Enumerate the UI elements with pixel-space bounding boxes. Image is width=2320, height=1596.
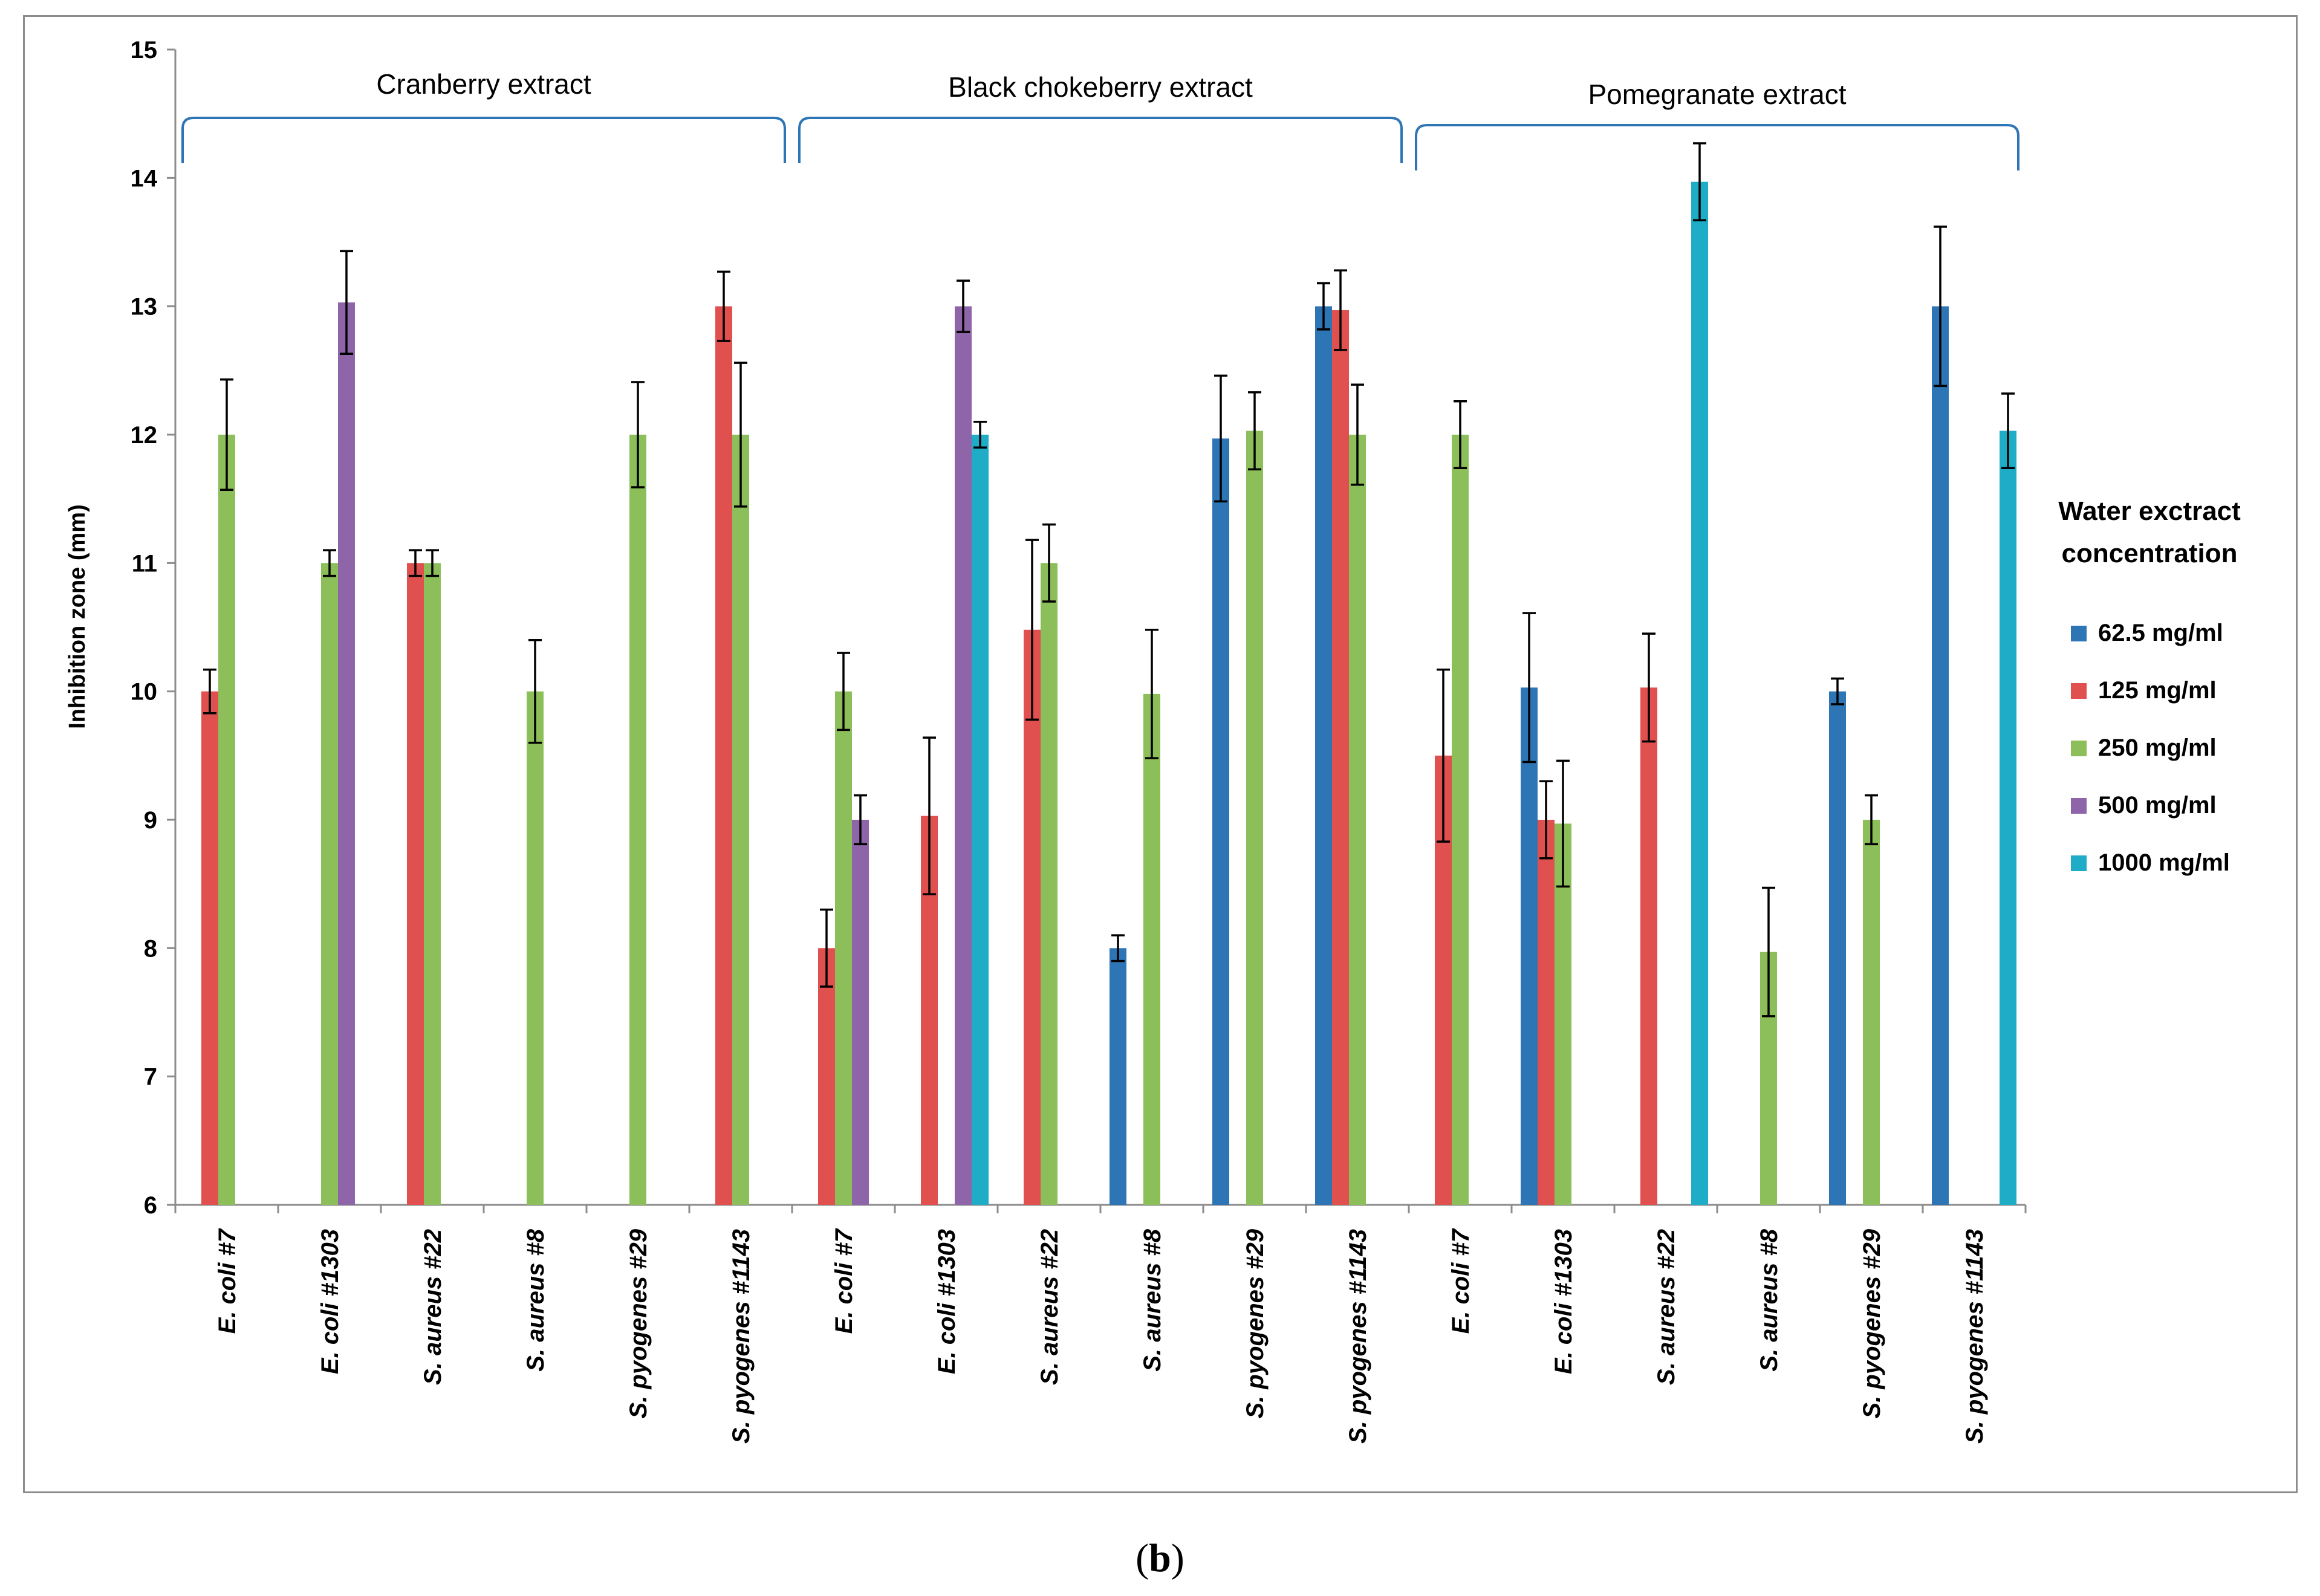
x-tick-label: E. coli #7 [1448,1228,1474,1334]
bar [2000,430,2016,1205]
group-label: Pomegranate extract [1588,79,1846,110]
error-bars [203,142,2015,1017]
bar [629,435,646,1205]
y-tick-label: 6 [144,1192,157,1219]
x-tick-label: S. pyogenes #1143 [1961,1229,1988,1444]
bar [218,435,235,1205]
bar [852,820,869,1205]
axes: 6 7 8 9 10 11 12 13 14 15 E. coli #7 E. coli #1303 S… [131,37,2027,1444]
bar [1212,438,1229,1205]
legend: Water exctract concentration 62.5 mg/ml 125… [2058,496,2241,876]
y-tick-label: 14 [131,165,158,192]
bar [818,948,835,1205]
bar [955,306,972,1205]
bar [1829,691,1846,1205]
y-tick-label: 9 [144,807,157,834]
bar [1932,306,1949,1205]
bar [1640,687,1657,1205]
x-tick-label: S. aureus #8 [522,1228,549,1371]
group-bracket [798,117,1403,163]
legend-swatch [2071,683,2087,699]
bar [715,306,732,1205]
bar [835,691,852,1205]
y-tick-label: 8 [144,935,157,962]
group-label: Cranberry extract [376,68,591,100]
legend-swatch [2071,798,2087,814]
bar [201,691,218,1205]
x-tick-label: S. pyogenes #29 [1859,1228,1885,1418]
extract-groups: Cranberry extract Black chokeberry extrac… [181,68,2019,170]
bar [732,435,749,1205]
x-tick-label: S. pyogenes #29 [625,1228,652,1418]
y-tick-label: 15 [131,37,158,63]
legend-entry: 125 mg/ml [2098,677,2217,704]
x-tick-label: E. coli #1303 [934,1229,960,1374]
legend-entry: 1000 mg/ml [2098,849,2230,876]
legend-entry: 250 mg/ml [2098,735,2217,761]
x-tick-label: S. aureus #8 [1756,1228,1782,1371]
bar [1041,563,1058,1205]
bar [321,563,338,1205]
bar [972,435,989,1205]
legend-title: Water exctract [2058,496,2241,526]
bar [1246,430,1263,1205]
group-label: Black chokeberry extract [948,71,1253,103]
caption-open: ( [1136,1536,1149,1580]
x-tick-label: S. aureus #22 [1036,1229,1063,1385]
bar [1521,687,1538,1205]
bar [1538,820,1555,1205]
bar [1332,310,1349,1205]
y-axis-label: Inhibition zone (mm) [65,504,90,729]
legend-entry: 62.5 mg/ml [2098,620,2223,646]
x-tick-label: S. aureus #22 [420,1229,446,1385]
group-bracket [1415,124,2019,170]
bar [1024,629,1041,1205]
x-tick-label: S. pyogenes #1143 [1345,1229,1371,1444]
bar [1143,693,1160,1205]
bar [1349,435,1366,1205]
y-tick-label: 13 [131,294,158,320]
bar [1691,181,1708,1205]
x-tick-label: S. pyogenes #29 [1242,1228,1269,1418]
figure-caption: (b) [0,1536,2320,1581]
legend-swatch [2071,626,2087,641]
legend-title: concentration [2062,539,2238,568]
bar [407,563,424,1205]
y-tick-label: 10 [131,679,158,706]
x-tick-label: S. pyogenes #1143 [728,1229,755,1444]
caption-close: ) [1171,1536,1184,1580]
bar [1315,306,1332,1205]
x-tick-label: E. coli #7 [831,1228,857,1334]
y-tick-label: 7 [144,1064,157,1091]
bar [1863,820,1880,1205]
x-tick-label: S. aureus #8 [1139,1228,1166,1371]
bar [1452,435,1469,1205]
legend-swatch [2071,741,2087,756]
legend-entry: 500 mg/ml [2098,792,2217,819]
bar [527,691,544,1205]
bar [1110,948,1126,1205]
caption-letter: b [1149,1536,1171,1580]
x-tick-label: E. coli #1303 [317,1229,343,1374]
bar [424,563,441,1205]
x-tick-label: E. coli #1303 [1550,1229,1577,1374]
bars [201,181,2016,1205]
bar [338,302,355,1205]
x-tick-label: E. coli #7 [214,1228,241,1334]
x-tick-label: S. aureus #22 [1653,1229,1680,1385]
group-bracket [181,117,786,163]
y-tick-label: 12 [131,422,158,449]
legend-swatch [2071,855,2087,871]
y-tick-label: 11 [132,550,157,577]
